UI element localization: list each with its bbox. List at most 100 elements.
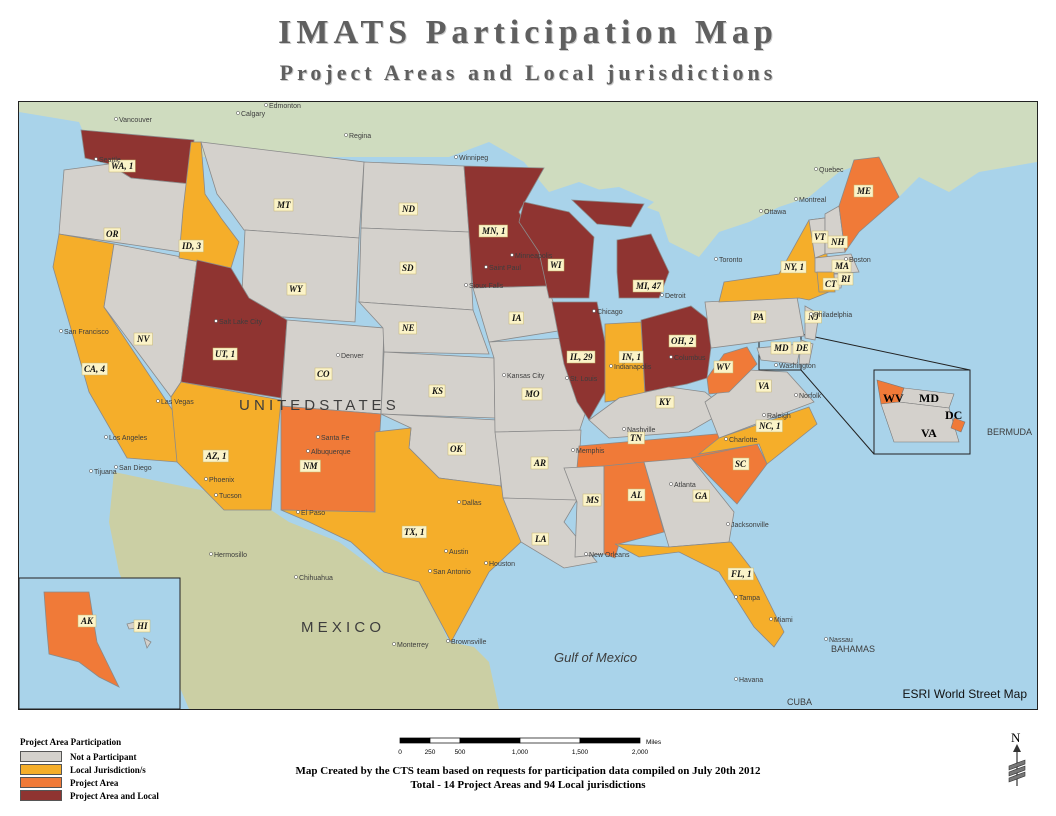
- state-az[interactable]: [170, 381, 282, 511]
- city-dot: [762, 413, 766, 417]
- city-dot: [571, 448, 575, 452]
- state-label-bg: [727, 567, 754, 581]
- city-dot: [392, 642, 396, 646]
- city-label: San Antonio: [433, 569, 471, 576]
- city-label: Hermosillo: [214, 552, 247, 559]
- city-dot: [724, 437, 728, 441]
- state-label-ca: CA, 4: [84, 364, 106, 374]
- state-label-bg: [398, 321, 417, 335]
- mexico-land: [109, 472, 499, 709]
- state-me[interactable]: [838, 156, 900, 254]
- state-label-az: AZ, 1: [205, 451, 227, 461]
- city-label: Chihuahua: [299, 575, 333, 582]
- city-label: Vancouver: [119, 117, 153, 124]
- state-ga[interactable]: [643, 457, 735, 548]
- city-label: Santa Fe: [321, 435, 350, 442]
- state-nm[interactable]: [280, 405, 382, 513]
- city-dot: [714, 257, 718, 261]
- city-label: Chicago: [597, 309, 623, 316]
- state-label-bg: [286, 282, 307, 296]
- state-ms[interactable]: [563, 465, 605, 558]
- city-label: St. Louis: [570, 376, 598, 383]
- map-frame[interactable]: WV MD DC VA WA, 1 OR CA, 4 NV ID, 3 MT WY UT, 1 CO A…: [18, 101, 1038, 710]
- state-label-ma: MA: [834, 261, 849, 271]
- city-dot: [824, 637, 828, 641]
- north-letter: N: [1011, 730, 1021, 745]
- state-oh[interactable]: [640, 305, 715, 393]
- state-nd[interactable]: [360, 161, 470, 233]
- city-dot: [457, 500, 461, 504]
- city-label: El Paso: [301, 510, 325, 517]
- state-label-va: VA: [758, 381, 769, 391]
- state-label-bg: [755, 419, 783, 433]
- places-layer: U N I T E D S T A T E S M E X I C O Gulf o…: [59, 103, 1032, 707]
- state-label-wv: WV: [716, 362, 731, 372]
- footer-credit: Map Created by the CTS team based on req…: [295, 765, 761, 777]
- state-label-fl: FL, 1: [730, 569, 752, 579]
- state-label-ut: UT, 1: [215, 349, 235, 359]
- city-label: Monterrey: [397, 642, 429, 649]
- state-label-wy: WY: [289, 284, 304, 294]
- city-dot: [114, 117, 118, 121]
- scale-segment: [579, 737, 641, 744]
- city-dot: [769, 617, 773, 621]
- city-label: Las Vegas: [161, 399, 194, 406]
- state-id[interactable]: [178, 141, 240, 269]
- state-label-ny: NY, 1: [783, 262, 804, 272]
- state-label-bg: [77, 614, 97, 628]
- state-label-bg: [547, 258, 565, 272]
- legend-swatch: [20, 764, 62, 775]
- legend-label: Local Jurisdiction/s: [70, 764, 146, 775]
- state-nc[interactable]: [697, 406, 818, 465]
- labels-layer: WA, 1 OR CA, 4 NV ID, 3 MT WY UT, 1 CO AZ, 1 NM ND S…: [77, 159, 874, 633]
- city-dot: [484, 561, 488, 565]
- state-label-bg: [531, 532, 549, 546]
- inset-label-md: MD: [919, 391, 939, 405]
- state-label-ky: KY: [658, 397, 672, 407]
- state-label-sd: SD: [402, 263, 414, 273]
- city-label: Ottawa: [764, 209, 786, 216]
- state-wy[interactable]: [240, 229, 360, 323]
- great-lakes: [564, 187, 764, 300]
- state-label-sc: SC: [735, 459, 747, 469]
- state-label-ms: MS: [585, 495, 599, 505]
- state-label-bg: [133, 619, 151, 633]
- scale-tick-label: 250: [425, 749, 436, 756]
- city-label: Regina: [349, 133, 371, 140]
- state-wi[interactable]: [518, 201, 595, 299]
- state-label-tx: TX, 1: [404, 527, 425, 537]
- legend-item-project-and-local: Project Area and Local: [20, 789, 260, 802]
- city-dot: [814, 167, 818, 171]
- city-label: Toronto: [719, 257, 742, 264]
- city-label: Quebec: [819, 167, 844, 174]
- state-label-me: ME: [856, 186, 871, 196]
- city-label: Calgary: [241, 111, 266, 118]
- legend-label: Project Area: [70, 777, 119, 788]
- city-label: Minneapolis: [515, 253, 553, 260]
- city-dot: [774, 363, 778, 367]
- city-dot: [584, 552, 588, 556]
- state-label-bg: [627, 488, 646, 502]
- scale-segment: [459, 737, 521, 744]
- city-dot: [428, 569, 432, 573]
- state-label-ak: AK: [80, 616, 94, 626]
- legend-label: Not a Participant: [70, 751, 137, 762]
- north-arrow: N: [1003, 730, 1033, 790]
- state-label-bg: [401, 525, 427, 539]
- state-ne[interactable]: [358, 301, 490, 355]
- state-label-pa: PA: [753, 312, 764, 322]
- bahamas-label: BAHAMAS: [831, 644, 875, 654]
- city-dot: [510, 253, 514, 257]
- city-dot: [214, 319, 218, 323]
- state-label-bg: [530, 456, 549, 470]
- state-label-nd: ND: [401, 204, 415, 214]
- scale-unit: Miles: [646, 739, 662, 746]
- state-ak[interactable]: [43, 591, 120, 688]
- state-mi[interactable]: [570, 199, 670, 299]
- map-canvas[interactable]: WV MD DC VA WA, 1 OR CA, 4 NV ID, 3 MT WY UT, 1 CO A…: [19, 102, 1037, 709]
- state-tx[interactable]: [280, 427, 522, 643]
- country-label-us: U N I T E D S T A T E S: [239, 397, 396, 414]
- city-label: Nashville: [627, 427, 656, 434]
- state-label-bg: [780, 260, 807, 274]
- city-dot: [59, 329, 63, 333]
